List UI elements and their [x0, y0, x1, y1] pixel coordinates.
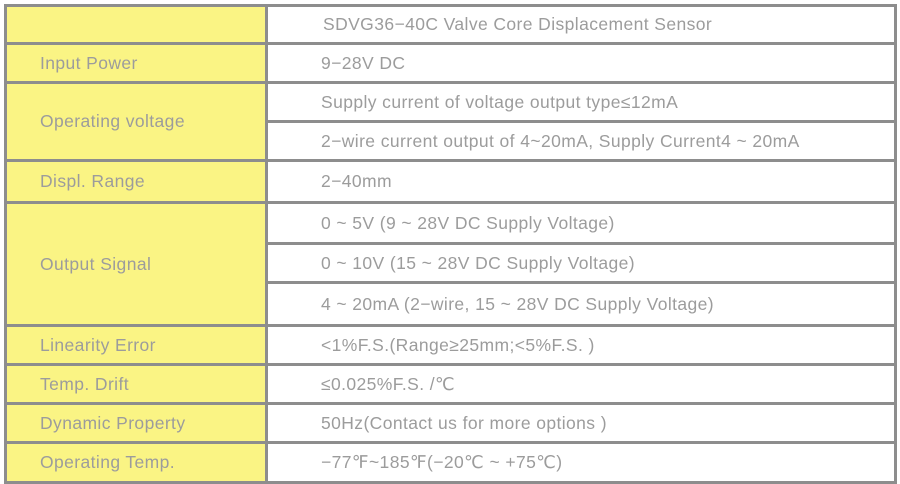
table-row: Input Power 9−28V DC — [4, 42, 897, 84]
table-title: SDVG36−40C Valve Core Displacement Senso… — [265, 4, 897, 45]
table-row: Operating Temp. −77℉~185℉(−20℃ ~ +75℃) — [4, 441, 897, 484]
row-value: ≤0.025%F.S. /℃ — [265, 363, 897, 405]
row-label: Displ. Range — [4, 159, 268, 204]
row-label: Operating voltage — [4, 81, 268, 162]
table-row: Displ. Range 2−40mm — [4, 159, 897, 204]
row-value: 2−40mm — [265, 159, 897, 204]
row-value: Supply current of voltage output type≤12… — [265, 81, 897, 123]
table-row: Dynamic Property 50Hz(Contact us for mor… — [4, 402, 897, 444]
row-label: Dynamic Property — [4, 402, 268, 444]
row-value: <1%F.S.(Range≥25mm;<5%F.S. ) — [265, 324, 897, 366]
header-label-cell — [4, 4, 268, 45]
table-row: 2−wire current output of 4~20mA, Supply … — [6, 120, 897, 162]
table-row: 0 ~ 10V (15 ~ 28V DC Supply Voltage) — [6, 242, 897, 284]
table-row: Operating voltage Supply current of volt… — [4, 81, 897, 162]
row-value: 0 ~ 10V (15 ~ 28V DC Supply Voltage) — [265, 242, 897, 284]
table-row-header: SDVG36−40C Valve Core Displacement Senso… — [4, 4, 897, 45]
row-label: Input Power — [4, 42, 268, 84]
row-value: 2−wire current output of 4~20mA, Supply … — [265, 120, 897, 162]
spec-table: SDVG36−40C Valve Core Displacement Senso… — [4, 4, 897, 484]
table-row: Output Signal 0 ~ 5V (9 ~ 28V DC Supply … — [4, 201, 897, 327]
table-row: Linearity Error <1%F.S.(Range≥25mm;<5%F.… — [4, 324, 897, 366]
row-label: Output Signal — [4, 201, 268, 327]
row-value: 50Hz(Contact us for more options ) — [265, 402, 897, 444]
row-value: −77℉~185℉(−20℃ ~ +75℃) — [265, 441, 897, 484]
row-value: 4 ~ 20mA (2−wire, 15 ~ 28V DC Supply Vol… — [265, 281, 897, 327]
row-value: 0 ~ 5V (9 ~ 28V DC Supply Voltage) — [265, 201, 897, 245]
row-label: Temp. Drift — [4, 363, 268, 405]
row-label: Operating Temp. — [4, 441, 268, 484]
table-row: Temp. Drift ≤0.025%F.S. /℃ — [4, 363, 897, 405]
row-value: 9−28V DC — [265, 42, 897, 84]
row-label: Linearity Error — [4, 324, 268, 366]
table-row: 4 ~ 20mA (2−wire, 15 ~ 28V DC Supply Vol… — [6, 281, 897, 327]
